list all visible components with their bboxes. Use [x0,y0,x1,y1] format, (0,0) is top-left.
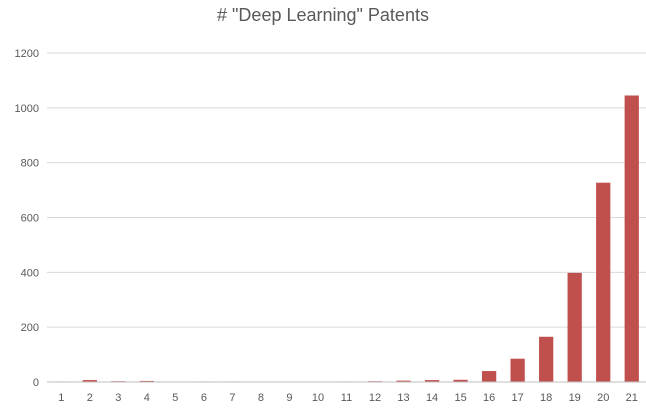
y-tick-label: 400 [21,267,39,279]
x-tick-label: 12 [369,392,381,404]
x-tick-label: 2 [87,392,93,404]
x-tick-label: 15 [454,392,466,404]
bar-17 [510,358,525,382]
bar-16 [481,371,497,382]
bar-4 [139,380,154,382]
x-tick-label: 1 [58,392,64,404]
y-tick-label: 0 [33,377,39,389]
gridlines [47,52,646,328]
bar-14 [424,380,440,382]
bar-15 [453,379,468,382]
x-tick-label: 3 [115,392,121,404]
x-tick-label: 4 [144,392,150,404]
bar-19 [567,272,582,382]
y-tick-label: 200 [21,322,39,334]
bars [54,95,639,382]
y-tick-label: 600 [21,213,39,225]
y-tick-label: 1200 [15,48,39,60]
bar-18 [539,336,554,382]
x-tick-label: 19 [569,392,581,404]
x-tick-label: 18 [540,392,552,404]
x-tick-label: 5 [172,392,178,404]
x-tick-label: 21 [626,392,638,404]
x-tick-label: 17 [512,392,524,404]
y-tick-label: 800 [21,158,39,170]
chart-title: # "Deep Learning" Patents [217,5,429,25]
x-tick-label: 14 [426,392,438,404]
x-tick-label: 13 [397,392,409,404]
x-tick-label: 10 [312,392,324,404]
x-tick-label: 20 [597,392,609,404]
bar-21 [624,95,639,382]
x-tick-label: 8 [258,392,264,404]
x-tick-label: 6 [201,392,207,404]
x-tick-label: 7 [229,392,235,404]
x-tick-label: 16 [483,392,495,404]
bar-2 [82,380,97,382]
x-tick-label: 9 [286,392,292,404]
x-tick-label: 11 [341,392,352,404]
bar-13 [396,380,411,382]
y-tick-label: 1000 [15,103,39,115]
bar-20 [596,182,611,382]
